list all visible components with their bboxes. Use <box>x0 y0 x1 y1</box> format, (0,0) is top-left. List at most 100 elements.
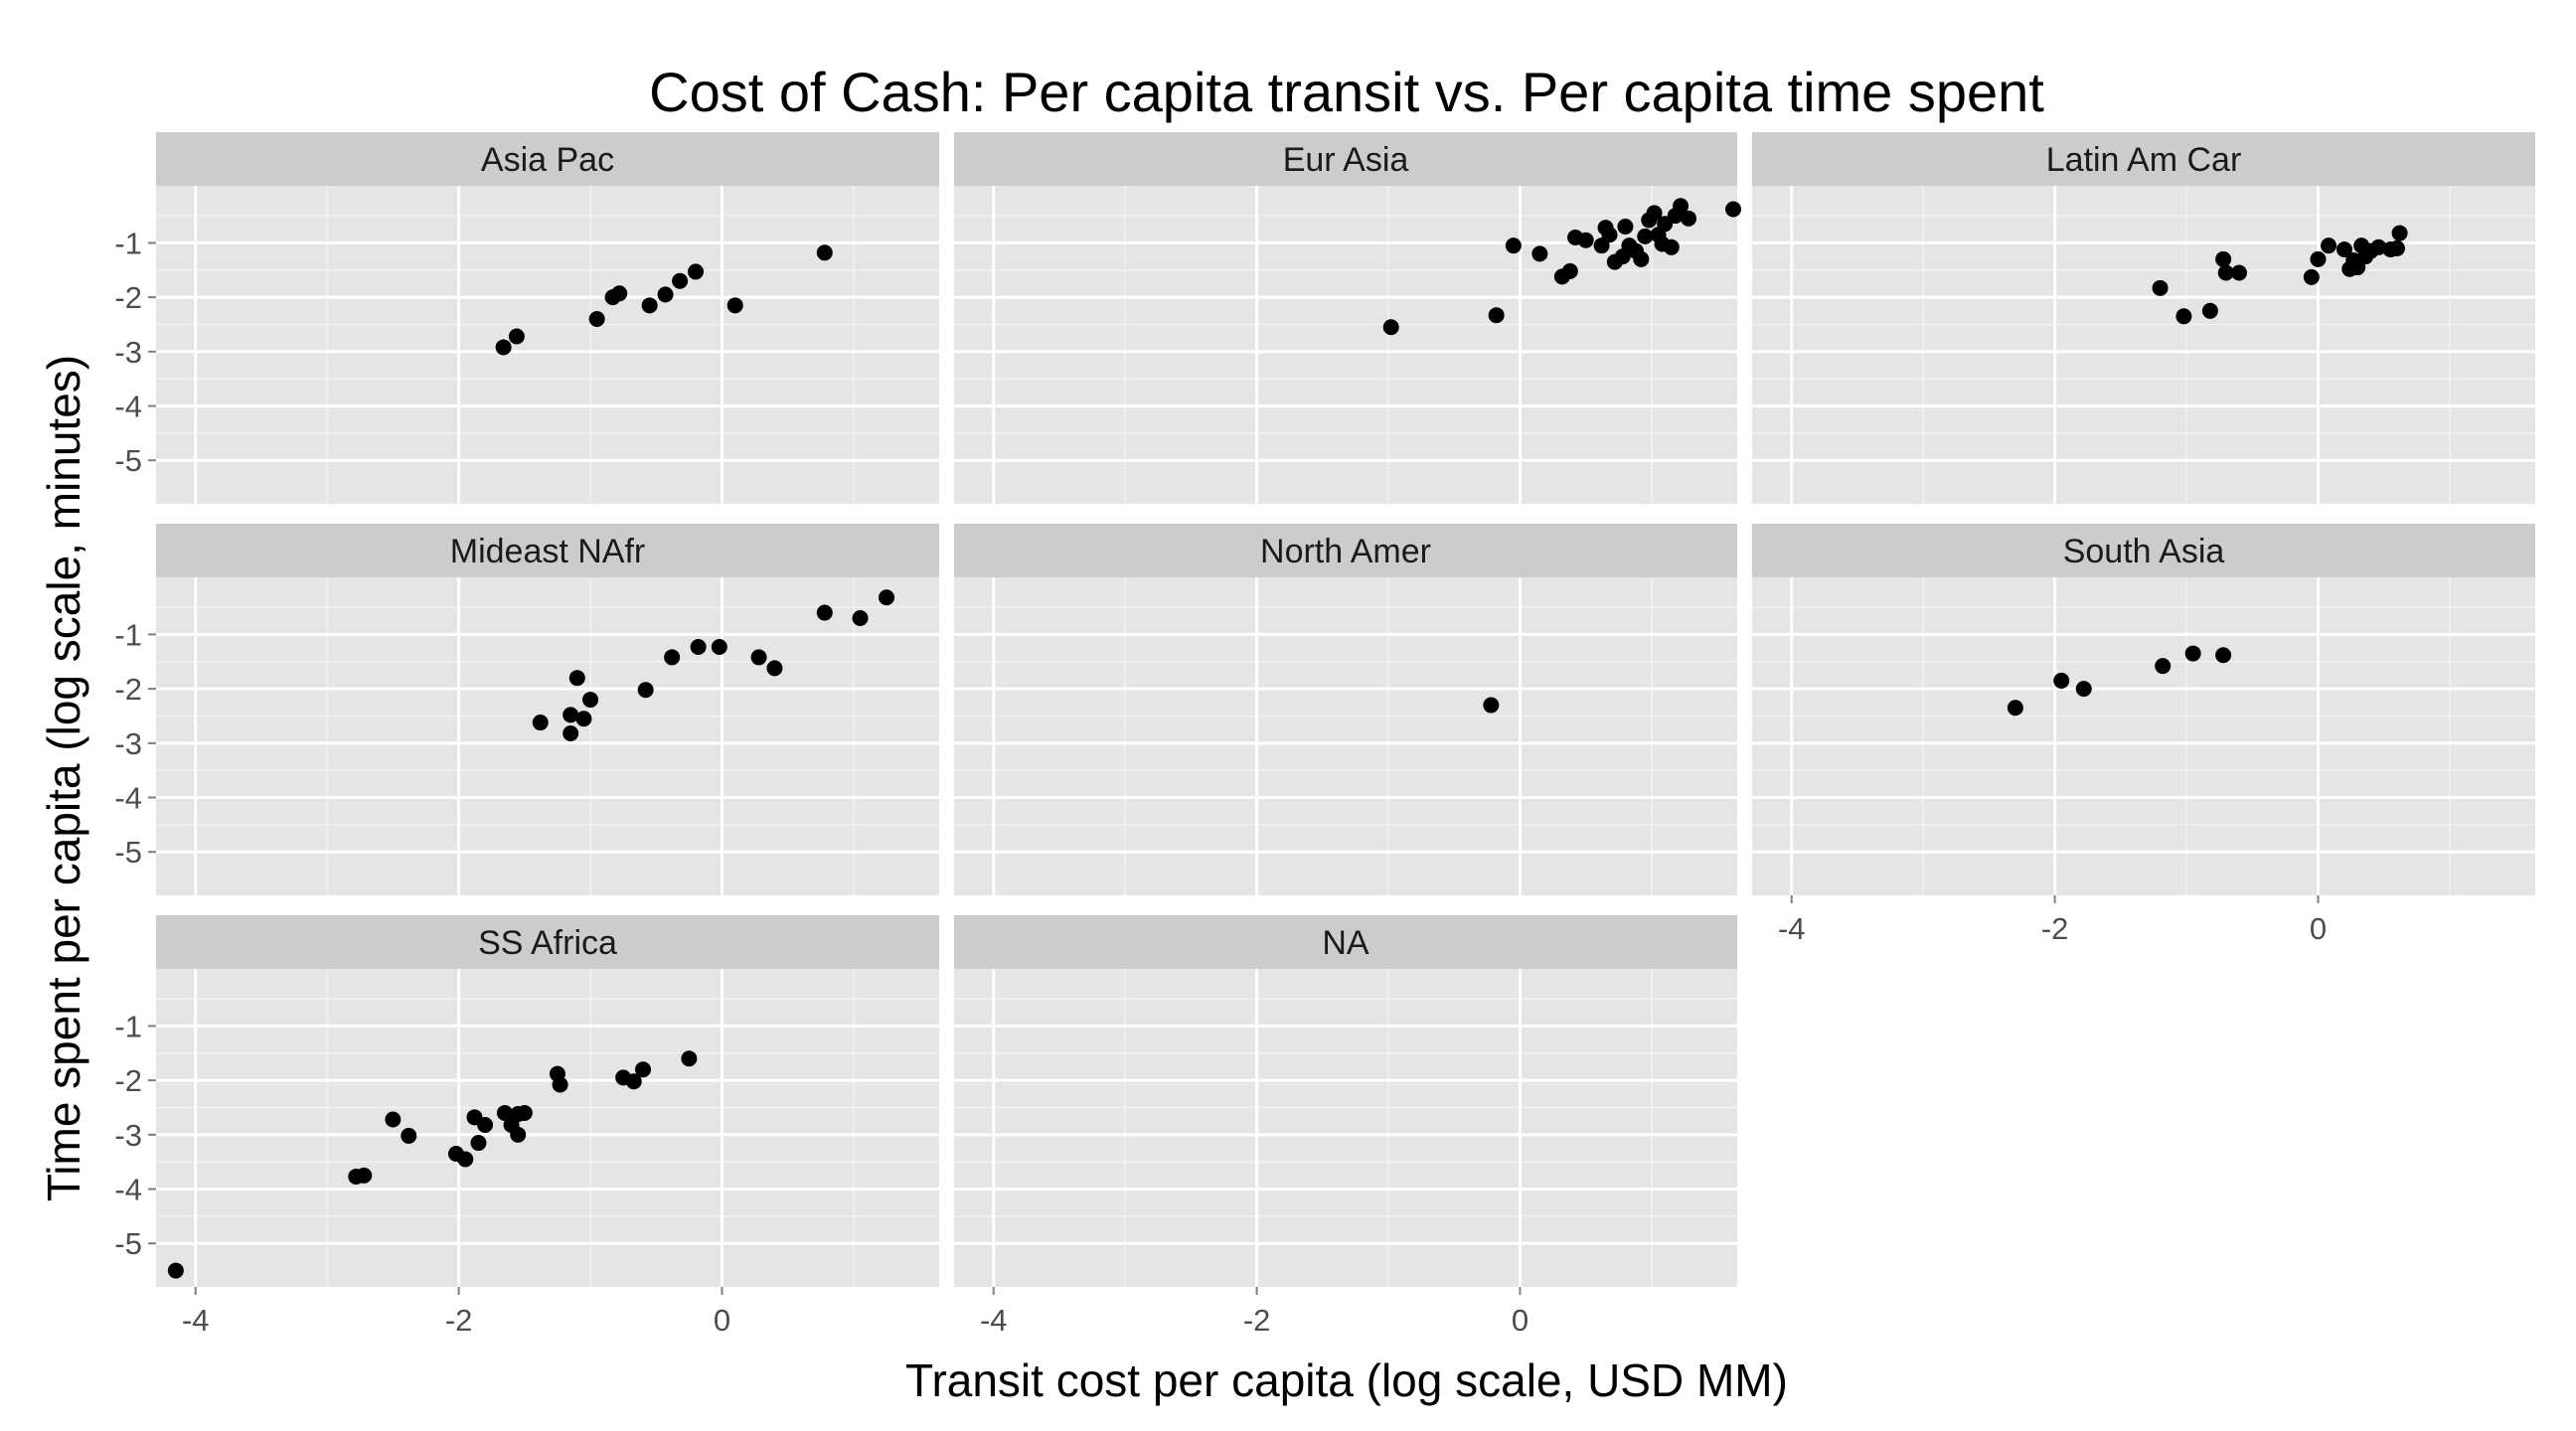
y-tick-label: -5 <box>114 443 142 478</box>
facet-latin-am-car: Latin Am Car <box>1752 132 2535 504</box>
data-point <box>2388 239 2405 256</box>
facet-asia-pac: Asia Pac <box>156 132 939 504</box>
data-point <box>2152 279 2169 296</box>
y-tick-label: -1 <box>114 1009 142 1043</box>
data-point <box>1601 227 1618 243</box>
data-point <box>496 1104 513 1121</box>
y-tick-label: -3 <box>114 335 142 370</box>
data-point <box>1646 205 1663 222</box>
y-tick-label: -1 <box>114 226 142 260</box>
data-point <box>510 1126 527 1143</box>
y-tick-label: -2 <box>114 672 142 707</box>
data-point <box>495 339 512 356</box>
data-point <box>1637 228 1654 244</box>
data-point <box>582 692 599 709</box>
data-point <box>588 311 605 328</box>
panel-background <box>156 577 939 895</box>
x-tick-label: -4 <box>980 1303 1008 1338</box>
facet-strip <box>954 132 1737 186</box>
panel-background <box>954 186 1737 504</box>
data-point <box>816 604 833 621</box>
data-point <box>879 589 895 606</box>
panel-background <box>1752 186 2535 504</box>
y-axis-title: Time spent per capita (log scale, minute… <box>38 355 89 1201</box>
data-point <box>2370 238 2387 255</box>
facet-south-asia: South Asia <box>1752 524 2535 895</box>
data-point <box>2155 658 2172 675</box>
data-point <box>2215 647 2232 664</box>
data-point <box>1483 697 1500 714</box>
facet-strip-label: Eur Asia <box>1283 141 1409 179</box>
data-point <box>2217 264 2234 281</box>
facet-strip-label: SS Africa <box>478 924 617 962</box>
y-tick-label: -2 <box>114 280 142 315</box>
data-point <box>611 285 628 302</box>
data-point <box>2303 268 2320 285</box>
data-point <box>1488 307 1505 324</box>
facet-strip-label: North Amer <box>1260 533 1431 570</box>
facet-strip-label: NA <box>1322 924 1369 962</box>
data-point <box>852 610 869 627</box>
data-point <box>635 1061 652 1078</box>
data-point <box>637 682 654 699</box>
panel-background <box>1752 577 2535 895</box>
data-point <box>1663 238 1680 255</box>
data-point <box>385 1111 402 1128</box>
data-point <box>568 670 585 687</box>
panel-background <box>156 969 939 1287</box>
y-axis-labels: -1 -2 -3 -4 -5 -1 -2 -3 -4 -5 -1 -2 -3 -4 -5 <box>114 226 156 1261</box>
data-point <box>457 1151 474 1168</box>
data-point <box>641 297 658 314</box>
facet-strip-label: Mideast NAfr <box>450 533 646 570</box>
data-point <box>508 328 525 345</box>
x-tick-label: 0 <box>714 1303 730 1338</box>
facet-strip <box>156 524 939 577</box>
data-point <box>2310 250 2327 267</box>
x-tick-label: 0 <box>2310 911 2327 946</box>
data-point <box>516 1104 533 1121</box>
panel-background <box>156 186 939 504</box>
data-point <box>1673 198 1690 215</box>
data-point <box>2053 672 2070 689</box>
data-point <box>690 639 707 656</box>
data-point <box>687 263 704 280</box>
data-point <box>401 1127 417 1144</box>
data-point <box>1617 219 1634 236</box>
data-point <box>1577 232 1594 248</box>
data-point <box>625 1073 642 1090</box>
x-tick-label: -2 <box>1243 1303 1271 1338</box>
facet-strip <box>156 132 939 186</box>
x-tick-label: -2 <box>2041 911 2069 946</box>
facet-strip-label: Latin Am Car <box>2046 141 2242 179</box>
data-point <box>2391 225 2408 241</box>
panel-background <box>954 969 1737 1287</box>
data-point <box>470 1135 487 1152</box>
data-point <box>532 715 549 731</box>
data-point <box>657 286 674 303</box>
data-point <box>356 1167 373 1184</box>
data-point <box>1531 245 1548 262</box>
y-tick-label: -3 <box>114 726 142 761</box>
y-tick-label: -4 <box>114 390 142 424</box>
facet-strip <box>156 915 939 969</box>
data-point <box>1505 238 1522 254</box>
x-tick-label: 0 <box>1512 1303 1529 1338</box>
facet-panels: Asia Pac Eur Asia Latin Am Car Mideast NAfr… <box>156 132 2535 1287</box>
data-point <box>1382 319 1399 336</box>
x-axis-title: Transit cost per capita (log scale, USD … <box>905 1354 1788 1406</box>
data-point <box>563 724 579 741</box>
y-tick-label: -5 <box>114 1226 142 1261</box>
data-point <box>672 272 689 289</box>
data-point <box>2075 681 2092 698</box>
facet-north-amer: North Amer <box>954 524 1737 895</box>
data-point <box>816 244 833 261</box>
x-tick-label: -4 <box>1778 911 1806 946</box>
data-point <box>167 1262 184 1279</box>
data-point <box>1680 210 1696 227</box>
facet-strip <box>1752 524 2535 577</box>
data-point <box>766 660 783 677</box>
data-point <box>711 639 727 656</box>
data-point <box>2175 308 2192 325</box>
y-tick-label: -5 <box>114 835 142 870</box>
